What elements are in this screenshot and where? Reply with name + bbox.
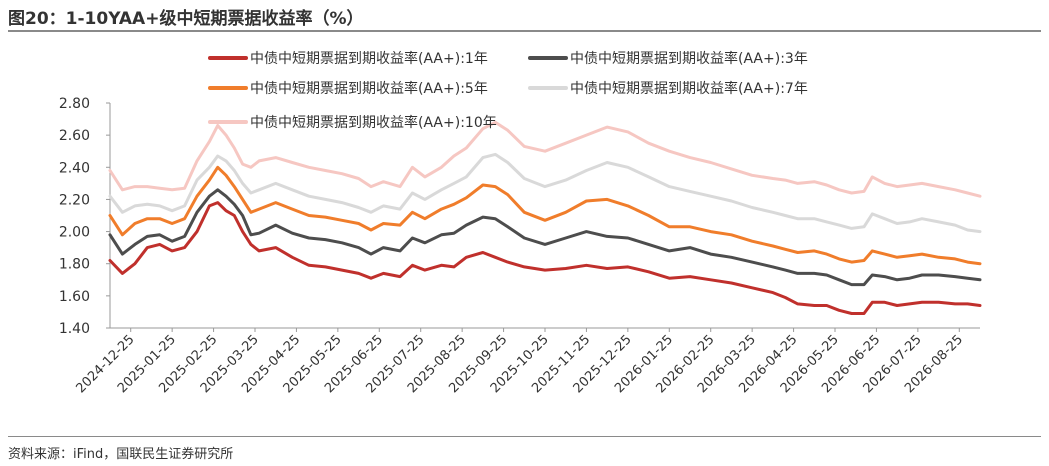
y-tick-label: 2.60	[59, 128, 90, 144]
series-line-2	[108, 188, 982, 287]
legend-label-4: 中债中短期票据到期收益率(AA+):7年	[570, 80, 808, 97]
y-tick-label: 2.80	[59, 96, 90, 112]
y-tick-label: 1.80	[59, 257, 90, 273]
legend-label-3: 中债中短期票据到期收益率(AA+):5年	[250, 80, 488, 97]
title-divider	[8, 30, 1041, 32]
series-line-1	[108, 201, 982, 315]
series-line-5	[108, 120, 982, 198]
series-line-3	[108, 165, 982, 266]
chart-series	[108, 120, 982, 315]
y-tick-label: 2.00	[59, 225, 90, 241]
series-line-4	[108, 152, 982, 234]
y-tick-label: 2.20	[59, 192, 90, 208]
y-tick-label: 1.40	[59, 321, 90, 337]
legend-label-5: 中债中短期票据到期收益率(AA+):10年	[250, 114, 497, 131]
legend-label-1: 中债中短期票据到期收益率(AA+):1年	[250, 50, 488, 67]
source-note: 资料来源：iFind，国联民生证券研究所	[8, 447, 234, 462]
y-tick-label: 1.60	[59, 289, 90, 305]
legend-label-2: 中债中短期票据到期收益率(AA+):3年	[570, 50, 808, 67]
chart-legend: 中债中短期票据到期收益率(AA+):1年 中债中短期票据到期收益率(AA+):3年…	[208, 50, 808, 131]
y-tick-label: 2.40	[59, 160, 90, 176]
source-divider	[8, 436, 1041, 437]
page-title: 图20：1-10YAA+级中短期票据收益率（%）	[8, 9, 364, 29]
